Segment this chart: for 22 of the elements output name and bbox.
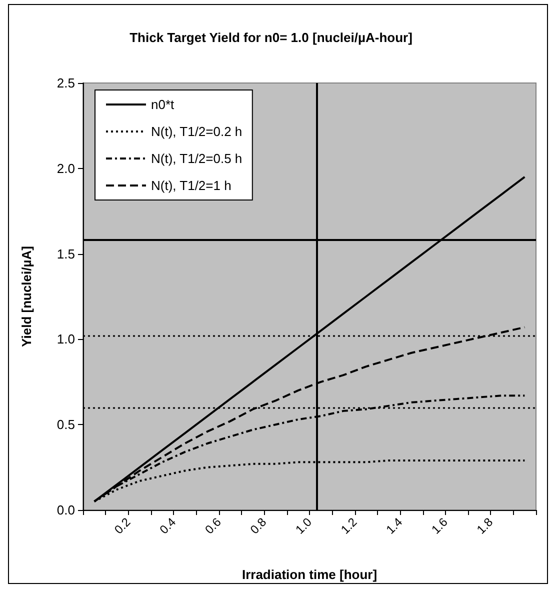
x-tick-label: 0.2	[112, 514, 134, 537]
y-axis-title: Yield [nuclei/µA]	[19, 246, 34, 347]
y-tick-label: 0.0	[56, 502, 75, 518]
y-tick-label: 2.0	[56, 160, 75, 176]
x-tick-label: 1.8	[474, 514, 496, 537]
x-tick-label: 1.4	[383, 514, 406, 537]
chart-title: Thick Target Yield for n0= 1.0 [nuclei/µA-hour]	[130, 30, 412, 45]
y-tick-label: 2.5	[56, 76, 75, 90]
x-tick-label: 1.6	[428, 514, 451, 537]
x-tick-label: 0.8	[247, 514, 270, 537]
x-tick-label: 1.0	[292, 514, 315, 537]
legend-label: n0*t	[151, 97, 175, 112]
y-tick-label: 0.5	[56, 417, 75, 432]
y-tick-label: 1.5	[56, 246, 75, 262]
x-tick-label: 0.6	[202, 514, 224, 537]
legend-label: N(t), T1/2=0.5 h	[151, 151, 242, 166]
y-tick-label: 1.0	[56, 332, 75, 347]
legend-label: N(t), T1/2=0.2 h	[151, 124, 242, 139]
x-tick-label: 0.4	[156, 514, 179, 537]
legend-label: N(t), T1/2=1 h	[151, 178, 232, 193]
x-tick-label: 1.2	[338, 514, 360, 537]
x-axis-title: Irradiation time [hour]	[242, 567, 378, 582]
